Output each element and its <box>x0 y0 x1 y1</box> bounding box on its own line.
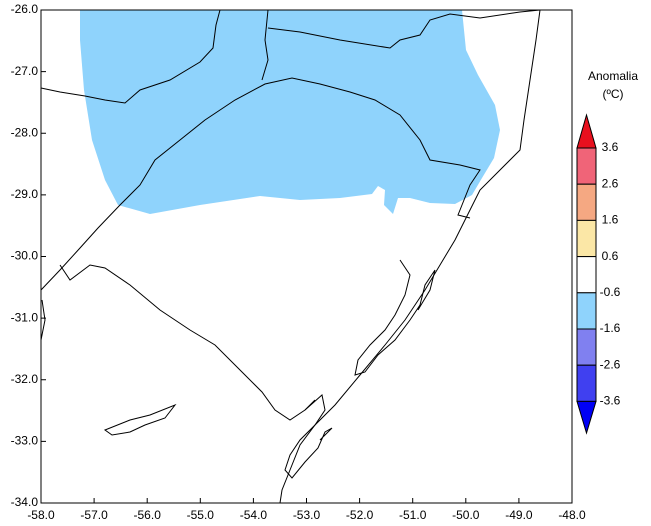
y-tick-label: -34.0 <box>11 495 39 509</box>
borders <box>40 9 541 504</box>
x-tick-label: -56.0 <box>134 508 162 522</box>
colorbar: Anomalia (ºC) 3.6 2.6 1.6 0.6 -0.6 -1.6 -2.6 -3.6 <box>576 69 638 435</box>
x-tick-label: -49.0 <box>505 508 533 522</box>
y-tick-label: -26.0 <box>11 2 39 16</box>
colorbar-segment <box>576 364 597 402</box>
x-tick-label: -58.0 <box>27 508 55 522</box>
colorbar-arrow <box>576 400 597 435</box>
y-tick-label: -29.0 <box>11 187 39 201</box>
colorbar-segment <box>576 256 597 294</box>
y-tick-label: -31.0 <box>11 310 39 324</box>
colorbar-segment <box>576 328 597 366</box>
colorbar-label: 0.6 <box>602 249 619 263</box>
x-tick-label: -54.0 <box>240 508 268 522</box>
x-tick-label: -53.0 <box>293 508 321 522</box>
axes: -58.0 -57.0 -56.0 -55.0 -54.0 -53.0 -52.0 -51.0… <box>11 2 586 522</box>
y-tick-label: -30.0 <box>11 249 39 263</box>
colorbar-segment <box>576 147 597 185</box>
colorbar-segment <box>576 183 597 221</box>
colorbar-label: -1.6 <box>600 321 621 335</box>
colorbar-arrow <box>576 113 597 149</box>
y-tick-label: -33.0 <box>11 434 39 448</box>
colorbar-segment <box>576 292 597 330</box>
colorbar-title: Anomalia <box>588 69 638 83</box>
y-tick-label: -28.0 <box>11 125 39 139</box>
x-tick-label: -51.0 <box>399 508 427 522</box>
anomaly-region <box>80 10 500 214</box>
colorbar-label: 1.6 <box>602 213 619 227</box>
colorbar-label: 3.6 <box>602 140 619 154</box>
colorbar-label: -0.6 <box>600 285 621 299</box>
x-tick-label: -57.0 <box>80 508 108 522</box>
x-tick-label: -52.0 <box>346 508 374 522</box>
x-tick-label: -48.0 <box>558 508 586 522</box>
colorbar-label: 2.6 <box>602 176 619 190</box>
x-tick-label: -55.0 <box>187 508 215 522</box>
y-tick-label: -27.0 <box>11 64 39 78</box>
x-tick-label: -50.0 <box>452 508 480 522</box>
y-tick-label: -32.0 <box>11 372 39 386</box>
colorbar-label: -2.6 <box>600 357 621 371</box>
colorbar-title: (ºC) <box>602 87 623 101</box>
colorbar-label: -3.6 <box>600 394 621 408</box>
colorbar-segment <box>576 219 597 258</box>
